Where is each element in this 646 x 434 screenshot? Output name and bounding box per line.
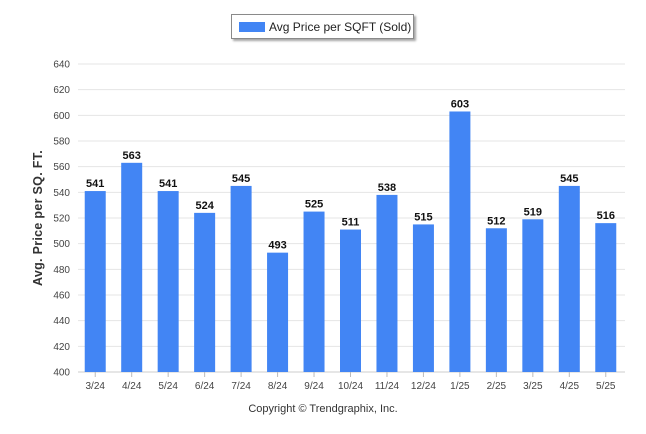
- bar-value-label: 493: [268, 240, 286, 252]
- legend: Avg Price per SQFT (Sold): [231, 14, 414, 39]
- bar: [303, 211, 325, 372]
- x-tick-label: 1/25: [450, 381, 470, 392]
- y-tick-label: 480: [53, 265, 70, 276]
- y-tick-label: 460: [53, 291, 70, 302]
- bar: [121, 162, 143, 372]
- x-tick-label: 2/25: [487, 381, 507, 392]
- bar-value-label: 538: [378, 182, 396, 194]
- y-tick-label: 520: [53, 214, 70, 225]
- bar: [522, 219, 544, 372]
- bar: [267, 252, 289, 372]
- y-tick-label: 400: [53, 368, 70, 379]
- bar-value-label: 524: [195, 200, 214, 212]
- x-tick-label: 5/25: [596, 381, 616, 392]
- legend-label: Avg Price per SQFT (Sold): [269, 19, 412, 34]
- bar-value-label: 511: [342, 217, 360, 229]
- bar-value-label: 603: [451, 98, 469, 110]
- bar: [157, 191, 179, 372]
- y-tick-label: 440: [53, 316, 70, 327]
- x-tick-label: 4/24: [122, 381, 142, 392]
- bar-value-label: 545: [560, 173, 578, 185]
- bar-value-label: 563: [123, 150, 141, 162]
- x-tick-label: 8/24: [268, 381, 288, 392]
- bar-value-label: 541: [86, 178, 104, 190]
- y-tick-label: 420: [53, 342, 70, 353]
- y-tick-label: 640: [53, 60, 70, 71]
- bar: [230, 185, 252, 372]
- bar: [558, 185, 580, 372]
- y-tick-label: 540: [53, 188, 70, 199]
- bar: [449, 111, 471, 372]
- bar-value-label: 525: [305, 199, 323, 211]
- bar: [194, 212, 216, 372]
- x-tick-label: 4/25: [560, 381, 580, 392]
- y-tick-label: 620: [53, 85, 70, 96]
- bar: [595, 223, 617, 372]
- bar: [485, 228, 507, 372]
- x-tick-label: 7/24: [231, 381, 251, 392]
- y-axis-ticks: 400 420 440 460 480 500 520 540 560 580 600 620 640: [53, 60, 70, 379]
- x-tick-label: 3/25: [523, 381, 543, 392]
- x-tick-label: 12/24: [411, 381, 436, 392]
- bar-value-label: 545: [232, 173, 250, 185]
- x-tick-label: 9/24: [304, 381, 324, 392]
- bar-value-label: 516: [597, 210, 615, 222]
- bar-value-label: 541: [159, 178, 177, 190]
- x-tick-label: 11/24: [375, 381, 400, 392]
- bar-value-label: 519: [524, 206, 542, 218]
- y-tick-label: 560: [53, 162, 70, 173]
- y-tick-label: 500: [53, 239, 70, 250]
- y-tick-label: 580: [53, 137, 70, 148]
- copyright: Copyright © Trendgraphix, Inc.: [248, 403, 398, 415]
- bar: [84, 191, 106, 372]
- x-tick-label: 3/24: [85, 381, 105, 392]
- x-tick-label: 5/24: [158, 381, 178, 392]
- bar: [376, 194, 398, 372]
- y-tick-label: 600: [53, 111, 70, 122]
- bar-value-label: 512: [487, 215, 505, 227]
- x-tick-label: 10/24: [338, 381, 363, 392]
- bars: 541 563 541 524 545 493 525 511 538 515 603 512 519 5…: [84, 98, 617, 372]
- bar-value-label: 515: [414, 211, 432, 223]
- bar: [412, 224, 434, 372]
- x-tick-label: 6/24: [195, 381, 215, 392]
- x-axis-ticks: 3/24 4/24 5/24 6/24 7/24 8/24 9/24 10/24 11/24 12…: [85, 372, 616, 392]
- bar: [340, 229, 361, 372]
- legend-swatch: [239, 21, 265, 32]
